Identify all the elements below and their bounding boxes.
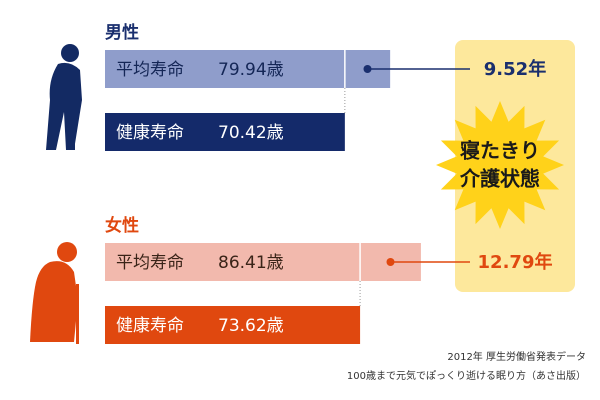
value-label: 86.41歳 — [218, 253, 284, 273]
value-label: 73.62歳 — [218, 316, 284, 336]
value-label: 79.94歳 — [218, 60, 284, 80]
gap-label: 12.79年 — [478, 251, 553, 273]
starburst — [436, 101, 564, 229]
male-figure — [46, 44, 82, 150]
group-title: 女性 — [105, 215, 139, 236]
group-title: 男性 — [105, 22, 139, 43]
bar-label: 平均寿命 — [116, 253, 184, 273]
bar — [105, 243, 421, 281]
bar — [105, 113, 345, 151]
note: 100歳まで元気でぽっくり逝ける眠り方（あさ出版） — [347, 369, 586, 382]
female-figure — [30, 242, 79, 344]
gap-dot — [386, 258, 395, 266]
callout-text: 介護状態 — [459, 167, 540, 191]
value-label: 70.42歳 — [218, 123, 284, 143]
bar — [105, 306, 361, 344]
gap-label: 9.52年 — [484, 58, 546, 80]
bar — [105, 50, 391, 88]
bar-label: 平均寿命 — [116, 60, 184, 80]
callout-text: 寝たきり — [460, 139, 540, 163]
bar-label: 健康寿命 — [116, 316, 184, 336]
note: 2012年 厚生労働省発表データ — [447, 350, 586, 363]
bar-label: 健康寿命 — [116, 123, 184, 143]
gap-dot — [363, 65, 372, 73]
